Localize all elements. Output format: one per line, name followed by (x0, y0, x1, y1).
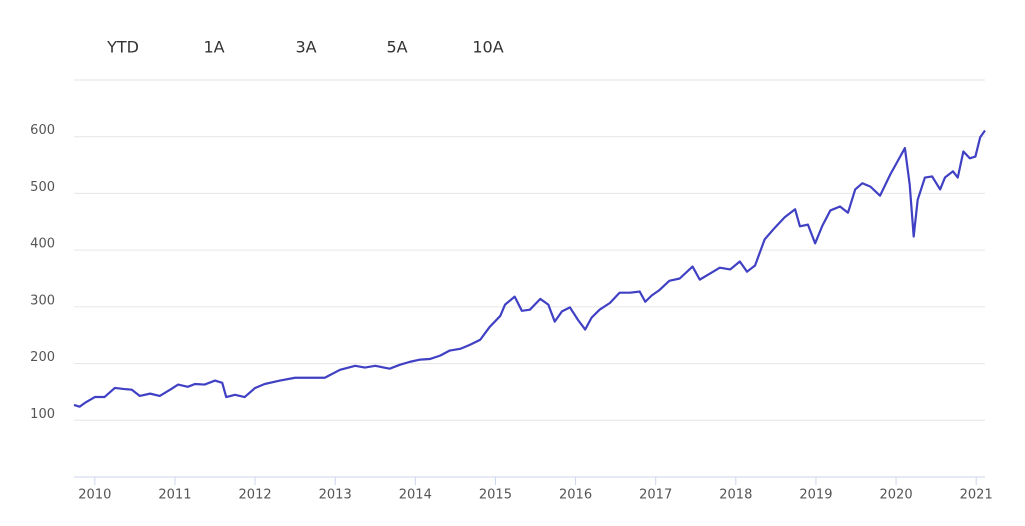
y-tick-label: 600 (30, 123, 55, 138)
x-tick-label: 2016 (559, 488, 592, 503)
y-tick-label: 500 (30, 180, 55, 195)
range-button[interactable]: 5A (386, 38, 407, 57)
x-tick-label: 2015 (479, 488, 512, 503)
y-tick-label: 100 (30, 407, 55, 422)
range-button[interactable]: 1A (203, 38, 224, 57)
x-tick-label: 2019 (799, 488, 832, 503)
y-tick-label: 300 (30, 293, 55, 308)
x-tick-label: 2013 (319, 488, 352, 503)
price-line (73, 129, 986, 408)
y-tick-label: 400 (30, 237, 55, 252)
x-tick-label: 2018 (719, 488, 752, 503)
x-tick-label: 2020 (880, 488, 913, 503)
x-tick-label: 2010 (78, 488, 111, 503)
range-button[interactable]: YTD (106, 38, 139, 57)
range-button[interactable]: 10A (472, 38, 503, 57)
y-tick-label: 200 (30, 350, 55, 365)
x-tick-label: 2012 (239, 488, 272, 503)
x-tick-label: 2014 (399, 488, 432, 503)
x-tick-label: 2017 (639, 488, 672, 503)
x-tick-label: 2021 (960, 488, 993, 503)
range-button[interactable]: 3A (295, 38, 316, 57)
x-tick-label: 2011 (158, 488, 191, 503)
